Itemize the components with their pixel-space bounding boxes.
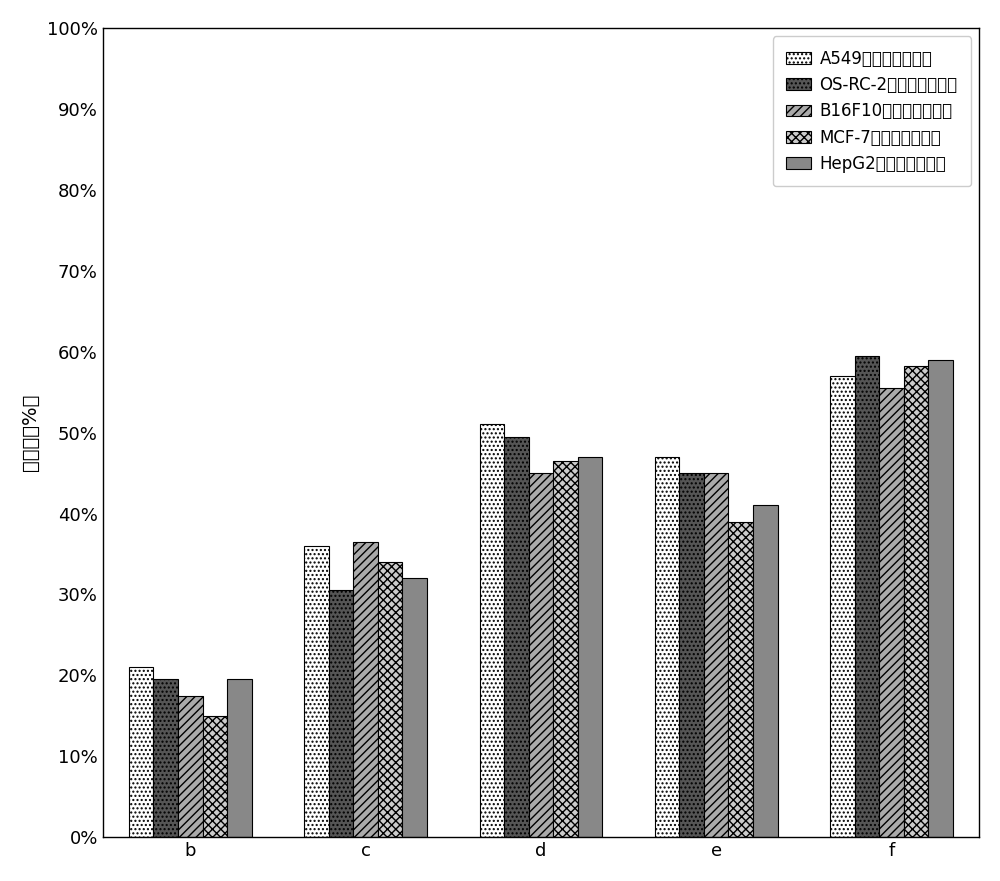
Bar: [879, 388, 904, 837]
Bar: [529, 473, 553, 837]
Bar: [904, 366, 928, 837]
Bar: [830, 376, 855, 837]
Bar: [928, 359, 953, 837]
Bar: [378, 562, 402, 837]
Bar: [129, 667, 153, 837]
Bar: [353, 542, 378, 837]
Bar: [855, 356, 879, 837]
Bar: [679, 473, 704, 837]
Y-axis label: 抑瘀率（%）: 抑瘀率（%）: [21, 394, 40, 471]
Bar: [480, 425, 504, 837]
Bar: [553, 461, 578, 837]
Legend: A549荷瘀小鼠抑瘀率, OS-RC-2荷瘀小鼠抑瘀率, B16F10荷瘀小鼠抑瘀率, MCF-7荷瘀小鼠抑瘀率, HepG2荷瘀小鼠抑瘀率: A549荷瘀小鼠抑瘀率, OS-RC-2荷瘀小鼠抑瘀率, B16F10荷瘀小鼠抑…: [773, 36, 971, 186]
Bar: [304, 546, 329, 837]
Bar: [655, 457, 679, 837]
Bar: [704, 473, 728, 837]
Bar: [402, 578, 427, 837]
Bar: [753, 506, 778, 837]
Bar: [227, 679, 252, 837]
Bar: [178, 696, 203, 837]
Bar: [578, 457, 602, 837]
Bar: [728, 522, 753, 837]
Bar: [504, 437, 529, 837]
Bar: [203, 716, 227, 837]
Bar: [329, 590, 353, 837]
Bar: [153, 679, 178, 837]
